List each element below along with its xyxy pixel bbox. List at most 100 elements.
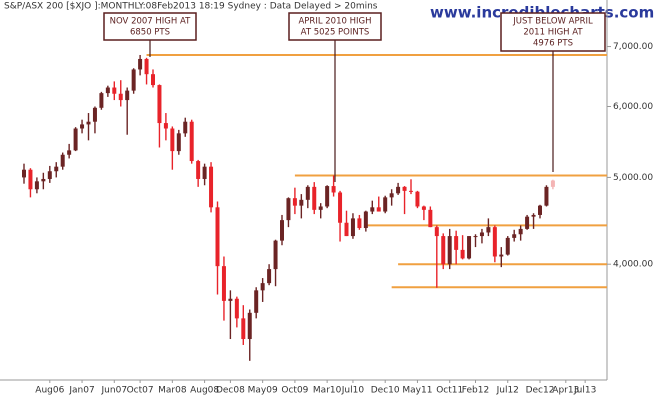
- candle-body: [454, 236, 459, 250]
- candle-body: [460, 249, 465, 259]
- candle-body: [473, 236, 478, 238]
- candle-body: [499, 254, 504, 257]
- candle-body: [54, 166, 59, 172]
- candle-body: [151, 74, 155, 86]
- candle-body: [157, 85, 162, 124]
- annotation-text: NOV 2007 HIGH AT: [110, 17, 191, 27]
- y-tick-label: 6,000.00: [613, 102, 653, 112]
- candle-body: [305, 186, 310, 200]
- candle-body: [99, 93, 104, 108]
- annotation-text: APRIL 2010 HIGH: [298, 17, 371, 27]
- x-tick-label: Feb12: [462, 386, 489, 396]
- x-tick-label: Mar08: [158, 386, 187, 396]
- candle-body: [531, 214, 536, 217]
- candle-body: [28, 169, 33, 190]
- candle-body: [512, 234, 517, 238]
- candle-body: [505, 237, 510, 255]
- y-tick-label: 7,000.00: [613, 42, 653, 52]
- candle-body: [396, 186, 401, 194]
- candle-body: [338, 192, 343, 223]
- candle-body: [550, 180, 555, 187]
- candle-body: [486, 227, 491, 233]
- candle-body: [105, 87, 110, 94]
- x-tick-label: Aug08: [190, 386, 219, 396]
- annotation-box: [500, 12, 606, 52]
- candle-body: [363, 211, 368, 229]
- candle-body: [176, 133, 181, 152]
- annotation-text: JUST BELOW APRIL: [512, 17, 593, 27]
- annotation-text: AT 5025 POINTS: [301, 28, 370, 38]
- candle-body: [138, 58, 143, 70]
- candle-body: [370, 207, 375, 212]
- candle-body: [479, 232, 484, 237]
- x-tick-label: May09: [248, 386, 278, 396]
- candle-body: [163, 123, 168, 129]
- x-tick-label: Mar10: [313, 386, 342, 396]
- annotation-box: [103, 12, 197, 41]
- candle-body: [292, 198, 297, 206]
- x-tick-label: Oct11: [436, 386, 463, 396]
- candle-body: [189, 121, 194, 162]
- candle-body: [209, 166, 214, 208]
- candle-body: [467, 236, 472, 259]
- x-tick-label: Dec12: [526, 386, 555, 396]
- candle-body: [415, 191, 420, 207]
- candle-body: [80, 124, 85, 129]
- annotation-text: 6850 PTS: [130, 28, 170, 38]
- candle-body: [312, 186, 317, 210]
- candle-body: [144, 58, 149, 75]
- candle-body: [170, 128, 175, 152]
- candle-body: [428, 209, 433, 228]
- candle-body: [280, 220, 284, 241]
- candle-body: [518, 228, 523, 235]
- x-tick-label: Oct09: [281, 386, 308, 396]
- y-tick-label: 5,000.00: [613, 173, 653, 183]
- candle-body: [447, 236, 452, 265]
- candle-body: [228, 298, 233, 301]
- candle-body: [273, 240, 278, 270]
- candle-body: [299, 199, 304, 206]
- candle-body: [34, 181, 39, 190]
- x-tick-label: May11: [402, 386, 432, 396]
- y-tick-label: 4,000.00: [613, 260, 653, 270]
- candle-body: [492, 227, 497, 257]
- candle-body: [234, 298, 239, 319]
- candle-body: [215, 207, 220, 267]
- candle-body: [525, 216, 530, 229]
- candle-body: [331, 186, 336, 193]
- candle-body: [357, 218, 362, 229]
- candle-body: [318, 206, 323, 210]
- candle-body: [131, 69, 136, 91]
- candle-body: [196, 161, 201, 179]
- annotation-box: [288, 12, 382, 41]
- candle-body: [344, 222, 349, 237]
- candle-body: [247, 312, 252, 340]
- annotation-text: 2011 HIGH AT: [523, 28, 583, 38]
- candle-body: [183, 121, 188, 134]
- candle-body: [125, 90, 130, 101]
- candle-body: [241, 318, 246, 340]
- x-tick-label: Jan07: [68, 386, 94, 396]
- candle-body: [92, 107, 97, 122]
- candle-body: [86, 121, 91, 125]
- x-tick-label: Aug06: [35, 386, 64, 396]
- candle-body: [538, 205, 542, 215]
- x-tick-label: Jul10: [341, 386, 365, 396]
- candle-body: [325, 186, 330, 207]
- candle-body: [260, 283, 265, 291]
- x-tick-label: Jun07: [101, 386, 128, 396]
- candle-body: [544, 186, 549, 206]
- candle-body: [383, 197, 388, 212]
- annotation-text: 4976 PTS: [533, 39, 573, 49]
- x-tick-label: Dec10: [371, 386, 400, 396]
- candle-body: [434, 227, 439, 237]
- candle-body: [286, 198, 291, 221]
- candle-body: [41, 178, 46, 182]
- candle-body: [47, 171, 52, 179]
- candle-body: [22, 169, 26, 178]
- candle-body: [376, 207, 381, 212]
- candle-body: [267, 269, 272, 284]
- candle-body: [389, 193, 394, 198]
